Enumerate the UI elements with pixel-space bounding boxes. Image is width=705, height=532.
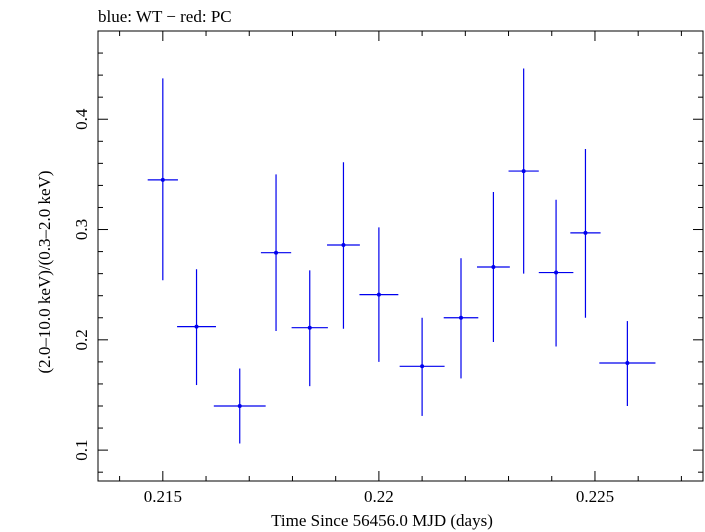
y-tick-label: 0.1 bbox=[72, 439, 91, 460]
data-point bbox=[570, 149, 601, 318]
point-marker bbox=[554, 270, 559, 275]
y-tick-label: 0.3 bbox=[72, 219, 91, 240]
point-marker bbox=[625, 360, 630, 365]
point-marker bbox=[160, 177, 165, 182]
point-marker bbox=[420, 364, 425, 369]
point-marker bbox=[583, 230, 588, 235]
data-point bbox=[260, 174, 292, 331]
data-point bbox=[443, 258, 479, 379]
x-tick-label: 0.225 bbox=[576, 487, 614, 506]
data-points bbox=[147, 68, 656, 444]
point-marker bbox=[491, 265, 496, 270]
data-point bbox=[177, 269, 216, 386]
y-tick-label: 0.2 bbox=[72, 329, 91, 350]
point-marker bbox=[274, 250, 279, 255]
data-point bbox=[538, 199, 574, 347]
x-tick-label: 0.215 bbox=[144, 487, 182, 506]
x-axis-label: Time Since 56456.0 MJD (days) bbox=[271, 511, 493, 530]
point-marker bbox=[307, 325, 312, 330]
point-marker bbox=[237, 404, 242, 408]
data-point bbox=[327, 162, 360, 329]
data-point bbox=[476, 192, 510, 343]
chart-title: blue: WT − red: PC bbox=[98, 7, 232, 26]
x-tick-label: 0.22 bbox=[364, 487, 394, 506]
point-marker bbox=[459, 315, 463, 320]
data-point bbox=[399, 317, 445, 416]
data-point bbox=[359, 227, 399, 362]
data-point bbox=[147, 78, 178, 281]
point-marker bbox=[341, 242, 346, 247]
point-marker bbox=[194, 324, 199, 329]
data-point bbox=[213, 368, 266, 444]
plot-frame bbox=[97, 30, 704, 482]
point-marker bbox=[376, 292, 381, 297]
axis-ticks bbox=[98, 30, 703, 481]
data-point bbox=[508, 68, 539, 274]
data-point bbox=[599, 321, 656, 406]
y-axis-label: (2.0–10.0 keV)/(0.3–2.0 keV) bbox=[35, 170, 54, 373]
data-point bbox=[291, 270, 328, 387]
y-tick-label: 0.4 bbox=[72, 108, 91, 130]
point-marker bbox=[521, 169, 526, 174]
axis-tick-labels: 0.215 0.22 0.225 0.1 0.2 0.3 0.4 bbox=[72, 108, 614, 506]
